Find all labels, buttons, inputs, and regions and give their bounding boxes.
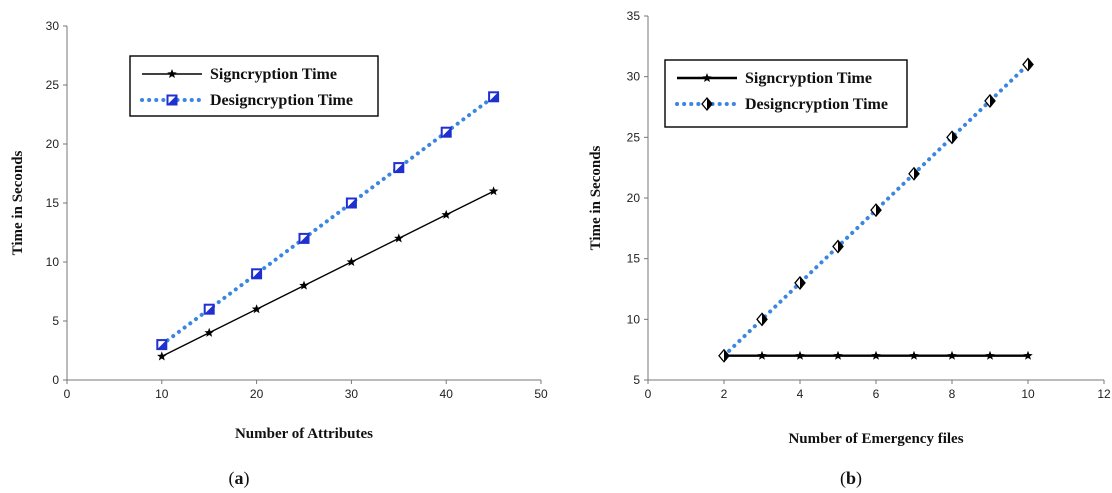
data-point-diamond: [1022, 57, 1034, 72]
x-tick-label: 50: [534, 387, 548, 401]
data-point-square: [156, 339, 168, 351]
data-point-diamond: [908, 166, 920, 181]
data-point-star: [441, 209, 451, 219]
chart-panel-b: 5 10 15 20 25 30 35 0 2 4 6 8 10 12 Number of Emergenc…: [570, 0, 1112, 493]
legend-marker-diamond: [701, 96, 713, 112]
series-markers-1: [718, 57, 1034, 363]
y-tick-label: 25: [627, 130, 641, 144]
data-point-square: [251, 268, 263, 280]
y-tick-label: 0: [52, 373, 59, 387]
chart-panel-a: 0 5 10 15 20 25 30 0 10 20 30 40 50 Number of Attribu…: [10, 19, 548, 489]
y-tick-label: 30: [46, 19, 60, 33]
y-tick-label: 35: [627, 9, 641, 23]
legend: Signcryption Time Designcryption Time: [129, 55, 379, 117]
data-point-square: [203, 303, 215, 315]
data-point-star: [299, 280, 309, 290]
x-tick-label: 40: [440, 387, 454, 401]
x-tick-label: 0: [645, 387, 652, 401]
data-point-star: [985, 350, 995, 360]
chart-a-svg: 0 5 10 15 20 25 30 0 10 20 30 40 50 Number of Attribu…: [10, 19, 548, 489]
data-point-star: [1023, 350, 1033, 360]
y-tick-label: 10: [46, 255, 60, 269]
legend-label: Signcryption Time: [210, 66, 337, 83]
data-point-star: [833, 350, 843, 360]
y-tick-label: 5: [52, 314, 59, 328]
legend-box: [129, 55, 379, 117]
data-point-diamond: [946, 130, 958, 145]
y-tick-label: 20: [46, 137, 60, 151]
data-point-star: [157, 351, 167, 361]
data-point-diamond: [870, 203, 882, 218]
x-tick-label: 0: [64, 387, 71, 401]
data-point-square: [298, 232, 310, 244]
x-tick-label: 10: [155, 387, 169, 401]
x-tick-label: 12: [1097, 387, 1111, 401]
caption-a: (a): [229, 468, 250, 489]
y-tick-label: 30: [627, 70, 641, 84]
data-point-star: [909, 350, 919, 360]
series-markers-1: [156, 91, 500, 351]
legend-label: Designcryption Time: [745, 96, 888, 113]
x-tick-label: 4: [797, 387, 804, 401]
data-point-square: [345, 197, 357, 209]
y-tick-label: 10: [627, 312, 641, 326]
series-markers-0: [157, 186, 499, 361]
legend-marker-star: [167, 69, 177, 79]
series-line-signcryption: [161, 190, 494, 358]
data-point-star: [251, 304, 262, 314]
data-point-diamond: [832, 239, 844, 254]
y-tick-label: 15: [46, 196, 60, 210]
data-point-diamond: [984, 93, 996, 108]
data-point-star: [204, 327, 214, 337]
legend: Signcryption Time Designcryption Time: [664, 59, 908, 128]
legend-box: [664, 59, 908, 128]
data-point-star: [795, 350, 805, 360]
data-point-diamond: [756, 312, 768, 327]
data-point-square: [393, 162, 405, 174]
data-point-diamond: [718, 348, 730, 363]
x-axis-title: Number of Attributes: [235, 426, 373, 442]
y-axis-title: Time in Seconds: [10, 150, 26, 255]
data-point-star: [757, 350, 767, 360]
x-tick-label: 20: [250, 387, 264, 401]
x-tick-label: 2: [721, 387, 728, 401]
x-tick-label: 30: [345, 387, 359, 401]
series-line-designcryption: [722, 62, 1030, 358]
data-point-star: [488, 186, 499, 196]
data-point-star: [871, 350, 881, 360]
x-tick-label: 6: [873, 387, 880, 401]
x-axis-title: Number of Emergency files: [788, 431, 963, 447]
legend-marker-star: [702, 73, 712, 83]
y-tick-label: 15: [627, 252, 641, 266]
y-tick-label: 20: [627, 191, 641, 205]
legend-label: Designcryption Time: [210, 92, 353, 109]
x-tick-label: 8: [949, 387, 956, 401]
caption-b: (b): [840, 468, 862, 489]
legend-marker-square: [166, 94, 178, 106]
chart-b-svg: 5 10 15 20 25 30 35 0 2 4 6 8 10 12 Number of Emergenc…: [588, 9, 1111, 489]
y-axis-title: Time in Seconds: [588, 145, 604, 250]
data-point-square: [488, 91, 500, 103]
y-tick-label: 5: [633, 373, 640, 387]
x-tick-label: 10: [1021, 387, 1035, 401]
data-point-diamond: [794, 275, 806, 290]
data-point-square: [440, 126, 452, 138]
series-line-designcryption: [159, 94, 496, 347]
data-point-star: [947, 350, 957, 360]
data-point-star: [394, 233, 404, 243]
y-tick-label: 25: [46, 78, 60, 92]
data-point-star: [346, 257, 357, 267]
legend-label: Signcryption Time: [745, 70, 872, 87]
